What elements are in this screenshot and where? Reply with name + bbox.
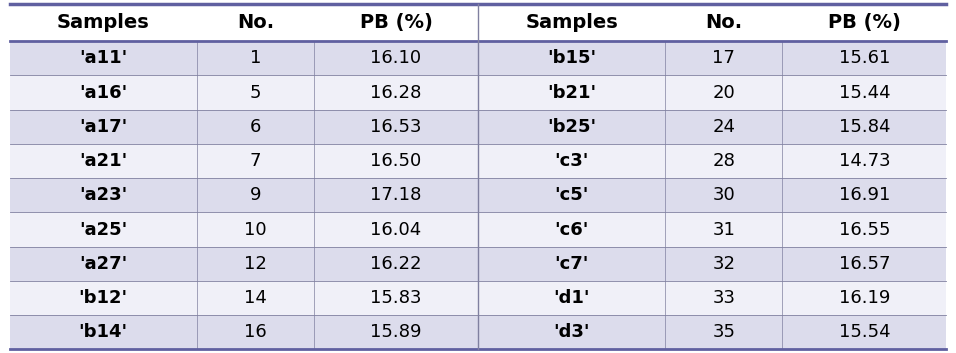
Text: 15.61: 15.61	[838, 49, 890, 67]
Text: 15.54: 15.54	[838, 323, 890, 341]
Text: 16.04: 16.04	[370, 221, 422, 239]
Text: 16.57: 16.57	[838, 255, 890, 273]
Text: 17.18: 17.18	[370, 186, 422, 204]
Text: 'a11': 'a11'	[79, 49, 127, 67]
Text: 16.10: 16.10	[371, 49, 422, 67]
Text: 'a17': 'a17'	[79, 118, 127, 136]
Text: No.: No.	[237, 13, 274, 32]
Text: 'b25': 'b25'	[547, 118, 597, 136]
Text: 'a23': 'a23'	[79, 186, 127, 204]
Text: 'a21': 'a21'	[79, 152, 127, 170]
Text: 'c7': 'c7'	[554, 255, 589, 273]
Text: No.: No.	[706, 13, 743, 32]
Text: 'd1': 'd1'	[554, 289, 590, 307]
Text: 'b15': 'b15'	[547, 49, 597, 67]
Text: 16.50: 16.50	[370, 152, 422, 170]
Text: 33: 33	[712, 289, 735, 307]
Text: 16.28: 16.28	[370, 84, 422, 102]
Text: Samples: Samples	[525, 13, 619, 32]
Text: 'c6': 'c6'	[554, 221, 589, 239]
Text: 35: 35	[712, 323, 735, 341]
Text: 5: 5	[250, 84, 261, 102]
Text: 30: 30	[712, 186, 735, 204]
Text: 16.22: 16.22	[370, 255, 422, 273]
Text: 'd3': 'd3'	[554, 323, 590, 341]
Text: 20: 20	[712, 84, 735, 102]
Text: 16.19: 16.19	[838, 289, 890, 307]
Text: 32: 32	[712, 255, 735, 273]
Text: 16.55: 16.55	[838, 221, 890, 239]
Text: 15.83: 15.83	[370, 289, 422, 307]
Text: PB (%): PB (%)	[828, 13, 901, 32]
Text: 15.89: 15.89	[370, 323, 422, 341]
Text: 16.53: 16.53	[370, 118, 422, 136]
Text: 'c3': 'c3'	[554, 152, 589, 170]
Text: 1: 1	[250, 49, 261, 67]
Text: 'a27': 'a27'	[79, 255, 127, 273]
Text: 7: 7	[250, 152, 261, 170]
Text: 24: 24	[712, 118, 735, 136]
Text: 9: 9	[250, 186, 261, 204]
Text: 'a25': 'a25'	[79, 221, 127, 239]
Text: 17: 17	[712, 49, 735, 67]
Text: 'b21': 'b21'	[547, 84, 597, 102]
Text: 'b14': 'b14'	[78, 323, 128, 341]
Text: 'c5': 'c5'	[554, 186, 589, 204]
Text: 10: 10	[244, 221, 267, 239]
Text: 15.84: 15.84	[838, 118, 890, 136]
Text: Samples: Samples	[56, 13, 150, 32]
Text: 15.44: 15.44	[838, 84, 890, 102]
Text: 16.91: 16.91	[838, 186, 890, 204]
Text: 14: 14	[244, 289, 267, 307]
Text: 'a16': 'a16'	[79, 84, 127, 102]
Text: 31: 31	[712, 221, 735, 239]
Text: 14.73: 14.73	[838, 152, 890, 170]
Text: 16: 16	[244, 323, 267, 341]
Text: 'b12': 'b12'	[78, 289, 128, 307]
Text: 12: 12	[244, 255, 267, 273]
Text: PB (%): PB (%)	[359, 13, 432, 32]
Text: 6: 6	[250, 118, 261, 136]
Text: 28: 28	[712, 152, 735, 170]
